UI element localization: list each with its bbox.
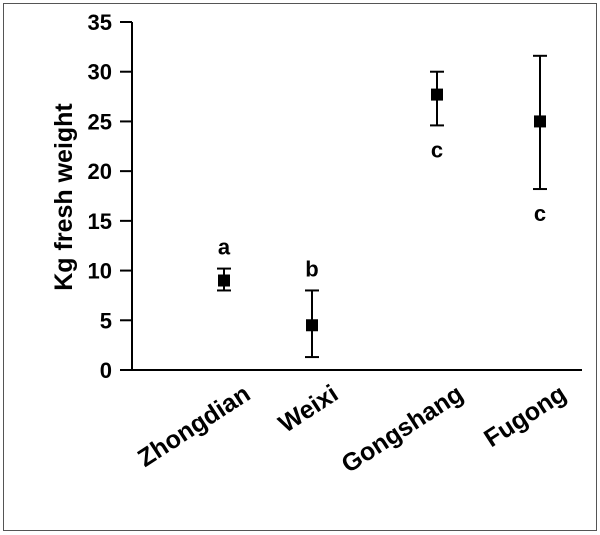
significance-letter: c bbox=[431, 137, 443, 162]
y-tick-label: 10 bbox=[88, 259, 112, 284]
y-tick-label: 15 bbox=[88, 209, 112, 234]
x-tick-label: Zhongdian bbox=[133, 380, 255, 473]
chart-frame bbox=[3, 3, 597, 531]
y-tick-label: 30 bbox=[88, 60, 112, 85]
data-point bbox=[306, 319, 318, 332]
significance-letter: b bbox=[305, 256, 318, 281]
y-tick-label: 0 bbox=[100, 358, 112, 383]
y-tick-label: 35 bbox=[88, 10, 112, 35]
y-tick-label: 5 bbox=[100, 308, 112, 333]
significance-letter: a bbox=[218, 235, 231, 260]
data-point bbox=[534, 115, 546, 128]
y-tick-label: 25 bbox=[88, 109, 112, 134]
y-tick-label: 20 bbox=[88, 159, 112, 184]
x-tick-label: Gongshang bbox=[337, 380, 469, 479]
data-point bbox=[431, 88, 443, 101]
data-point bbox=[218, 274, 230, 287]
significance-letter: c bbox=[534, 201, 546, 226]
y-axis-label: Kg fresh weight bbox=[50, 103, 78, 291]
x-tick-label: Weixi bbox=[274, 380, 344, 439]
x-tick-label: Fugong bbox=[479, 380, 571, 453]
data-marks: a b c c bbox=[217, 54, 547, 359]
